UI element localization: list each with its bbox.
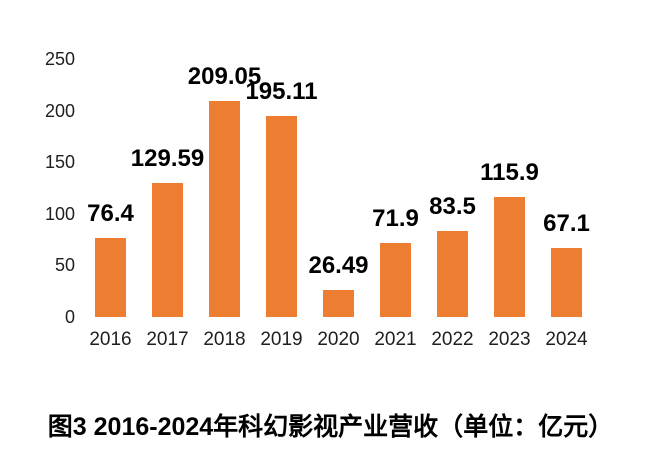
- data-label-2023: 115.9: [480, 159, 539, 187]
- data-label-2018: 209.05: [187, 63, 262, 91]
- data-label-2020: 26.49: [308, 251, 369, 279]
- y-tick-label: 200: [44, 100, 75, 121]
- bar-2016: [95, 238, 126, 317]
- y-tick-label: 100: [44, 203, 75, 224]
- y-tick-label: 0: [64, 307, 75, 327]
- bar-2018: [209, 101, 240, 317]
- bar-2019: [266, 115, 297, 317]
- x-tick-label-2020: 2020: [317, 329, 360, 350]
- x-tick-label-2016: 2016: [89, 329, 132, 350]
- x-tick-label-2022: 2022: [431, 329, 474, 350]
- bar-2023: [494, 197, 525, 317]
- x-tick-label-2018: 2018: [203, 329, 246, 350]
- bar-2021: [380, 242, 411, 317]
- data-label-2022: 83.5: [429, 192, 476, 220]
- data-label-2024: 67.1: [543, 209, 590, 237]
- bar-2022: [437, 230, 468, 317]
- data-label-2021: 71.9: [372, 204, 419, 232]
- bar-2017: [152, 183, 183, 317]
- y-tick-label: 250: [44, 49, 75, 69]
- chart-title: 图3 2016-2024年科幻影视产业营收（单位：亿元）: [47, 413, 614, 441]
- x-tick-label-2017: 2017: [146, 329, 189, 350]
- bar-2024: [551, 247, 582, 317]
- x-tick-label-2024: 2024: [545, 329, 588, 350]
- x-tick-label-2019: 2019: [260, 329, 303, 350]
- y-tick-label: 50: [54, 255, 75, 276]
- data-label-2017: 129.59: [130, 145, 205, 173]
- bar-2020: [323, 289, 354, 317]
- x-tick-label-2023: 2023: [488, 329, 531, 350]
- data-label-2016: 76.4: [87, 200, 134, 228]
- x-tick-label-2021: 2021: [374, 329, 417, 350]
- y-tick-label: 150: [44, 152, 75, 173]
- data-label-2019: 195.11: [245, 77, 318, 105]
